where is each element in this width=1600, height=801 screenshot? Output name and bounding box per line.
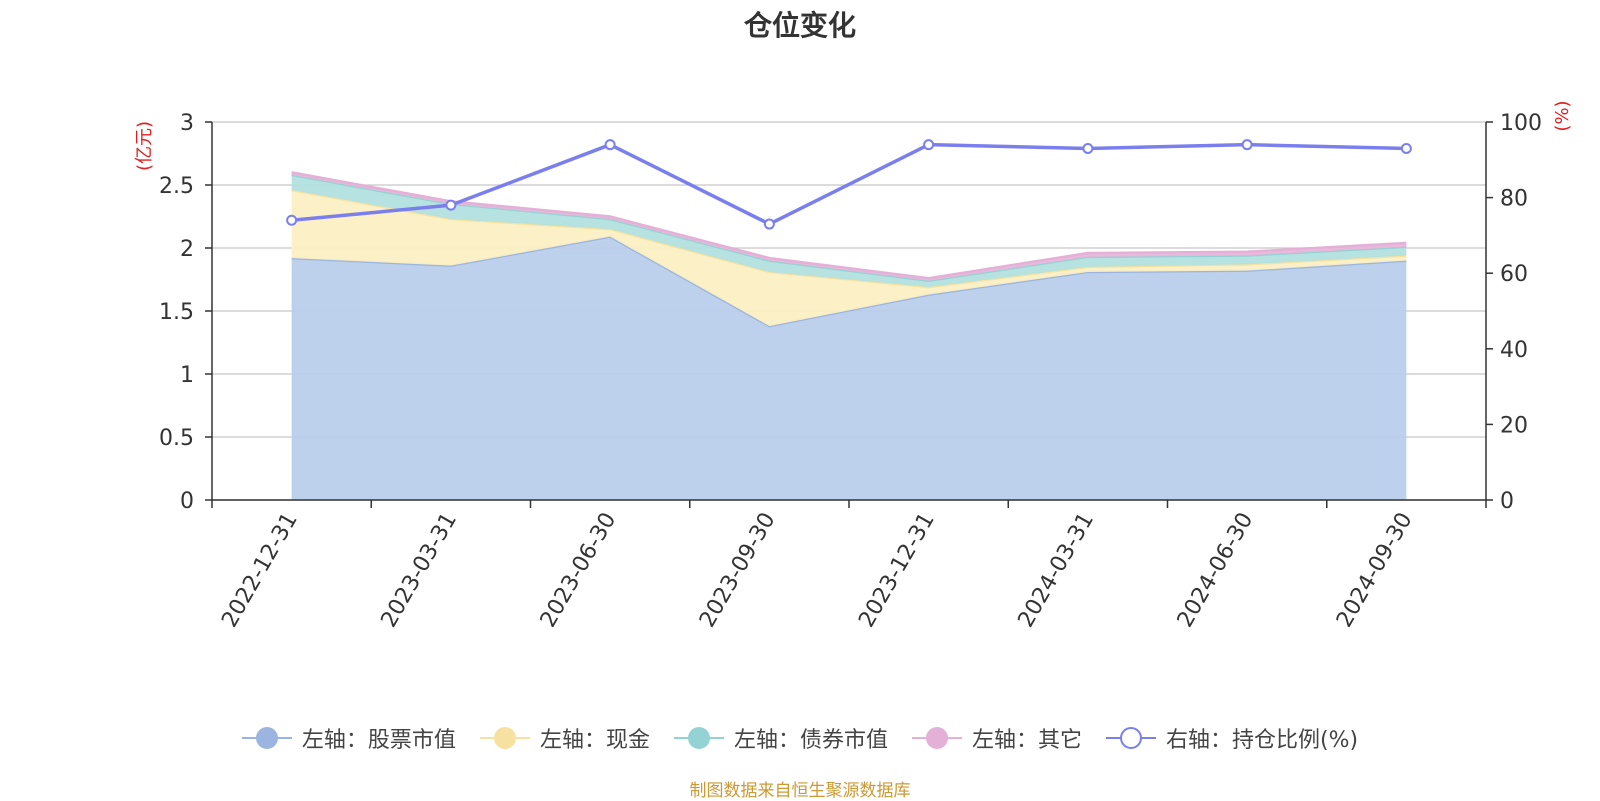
legend-circle-icon	[673, 726, 724, 750]
legend-label: 左轴：债券市值	[733, 728, 888, 753]
area-3	[291, 174, 1407, 288]
legend-circle-icon	[911, 726, 962, 750]
legend-item[interactable]: 左轴：其它	[911, 722, 1082, 754]
ratio-point	[1082, 142, 1094, 154]
left-tick-label: 0.5	[159, 426, 194, 451]
right-tick-label: 80	[1500, 187, 1528, 212]
position-change-chart: 0 0.5 1 1.5 2 2.5 3 0 20 40 60 80 100 2022-12-31 2023-…	[134, 100, 1573, 632]
x-tick-label: 2023-03-31	[376, 509, 462, 632]
x-tick-label: 2023-06-30	[536, 509, 622, 632]
right-tick-label: 40	[1500, 338, 1528, 363]
right-tick-label: 0	[1500, 489, 1514, 514]
left-tick-label: 3	[180, 111, 194, 136]
ratio-point	[923, 139, 935, 151]
ratio-line	[291, 142, 1407, 226]
legend-circle-icon	[479, 726, 530, 750]
legend-item[interactable]: 左轴：股票市值	[241, 722, 456, 754]
left-tick-label: 1.5	[159, 300, 194, 325]
ratio-point	[286, 214, 298, 226]
area-2	[291, 190, 1407, 327]
x-tick-label: 2023-12-31	[854, 509, 940, 632]
left-tick-label: 2	[180, 237, 194, 262]
legend-item[interactable]: 右轴：持仓比例(%)	[1105, 722, 1359, 754]
left-tick-label: 0	[180, 489, 194, 514]
right-axis-unit-label: (%)	[1552, 100, 1573, 131]
legend: 左轴：股票市值 左轴：现金 左轴：债券市值 左轴：其它 右轴：持仓比例(%)	[0, 722, 1600, 754]
ratio-point	[1400, 142, 1412, 154]
ratio-point	[604, 139, 616, 151]
legend-circle-icon	[241, 726, 292, 750]
holding-ratio-line	[286, 139, 1412, 230]
left-axis-unit-label: (亿元)	[134, 121, 155, 171]
legend-hollow-circle-icon	[1105, 726, 1156, 750]
legend-item[interactable]: 左轴：债券市值	[673, 722, 888, 754]
legend-label: 左轴：股票市值	[301, 728, 456, 753]
source-note: 制图数据来自恒生聚源数据库	[689, 781, 911, 801]
left-tick-label: 1	[180, 363, 194, 388]
x-tick-label: 2023-09-30	[695, 509, 781, 632]
right-tick-label: 20	[1500, 413, 1528, 438]
legend-label: 左轴：现金	[539, 728, 650, 753]
x-tick-label: 2022-12-31	[217, 509, 303, 632]
area-1	[291, 236, 1407, 500]
area-edge-4	[291, 171, 1407, 280]
stacked-areas	[291, 171, 1407, 500]
x-tick-label: 2024-06-30	[1173, 509, 1259, 632]
x-tick-label: 2024-03-31	[1013, 509, 1099, 632]
right-tick-label: 60	[1500, 262, 1528, 287]
left-tick-label: 2.5	[159, 174, 194, 199]
right-tick-label: 100	[1500, 111, 1542, 136]
ratio-point	[1241, 139, 1253, 151]
legend-label: 左轴：其它	[971, 728, 1082, 753]
legend-label: 右轴：持仓比例(%)	[1165, 728, 1359, 753]
ratio-point	[763, 218, 775, 230]
x-tick-label: 2024-09-30	[1332, 509, 1418, 632]
ratio-point	[445, 199, 457, 211]
legend-item[interactable]: 左轴：现金	[479, 722, 650, 754]
chart-title: 仓位变化	[743, 9, 856, 42]
